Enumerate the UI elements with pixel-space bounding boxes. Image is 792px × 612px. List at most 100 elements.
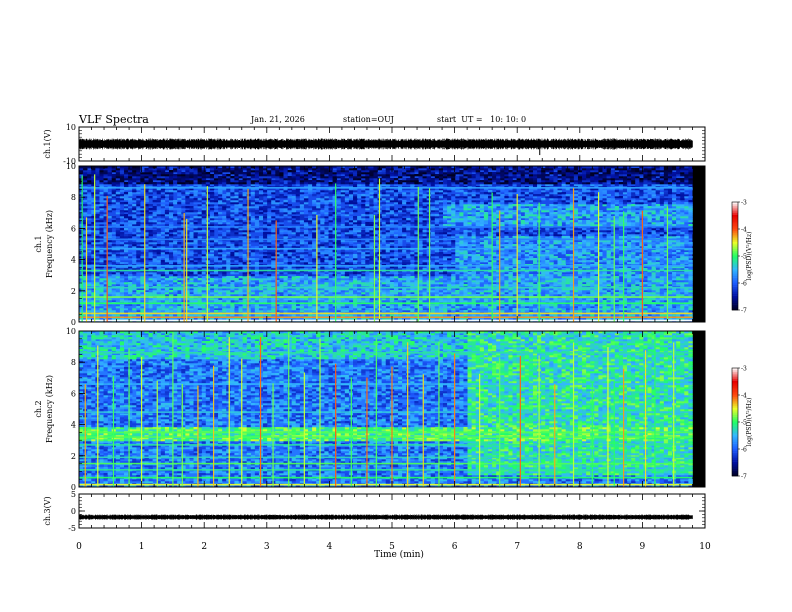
spectrogram-cell xyxy=(361,172,366,175)
spectrogram-cell xyxy=(393,174,399,177)
spectrogram-cell xyxy=(140,178,145,181)
spectrogram-cell xyxy=(267,276,272,279)
spectrogram-cell xyxy=(136,228,141,231)
spectrogram-cell xyxy=(111,284,117,287)
spectrogram-cell xyxy=(373,254,378,257)
spectrogram-cell xyxy=(128,198,133,201)
spectrogram-cell xyxy=(246,292,252,295)
spectrogram-cell xyxy=(222,258,227,261)
spectrogram-cell xyxy=(271,232,276,235)
spectrogram-cell xyxy=(201,290,207,293)
spectrogram-cell xyxy=(385,244,391,247)
spectrogram-cell xyxy=(291,232,297,235)
spectrogram-cell xyxy=(177,184,182,187)
spectrogram-cell xyxy=(365,172,370,175)
spectrogram-cell xyxy=(189,314,194,317)
spectrogram-cell xyxy=(357,232,362,235)
spectrogram-cell xyxy=(299,294,305,297)
spectrogram-cell xyxy=(128,306,133,309)
spectrogram-cell xyxy=(222,236,227,239)
spectrogram-cell xyxy=(279,206,284,209)
spectrogram-cell xyxy=(87,210,92,213)
spectrogram-cell xyxy=(369,202,374,205)
spectrogram-cell xyxy=(181,166,186,169)
spectrogram-cell xyxy=(234,176,239,179)
spectrogram-cell xyxy=(295,282,301,285)
spectrogram-cell xyxy=(115,184,121,187)
spectrogram-cell xyxy=(393,282,399,285)
spectrogram-cell xyxy=(295,228,301,231)
spectrogram-cell xyxy=(177,182,182,185)
spectrogram-cell xyxy=(381,288,387,291)
spectrogram-cell xyxy=(99,204,104,207)
spectrogram-cell xyxy=(128,242,133,245)
spectrogram-cell xyxy=(283,232,288,235)
spectrogram-cell xyxy=(181,222,186,225)
spectrogram-cell xyxy=(197,206,202,209)
spectrogram-cell xyxy=(222,232,227,235)
spectrogram-cell xyxy=(393,198,399,201)
spectrogram-cell xyxy=(168,290,174,293)
spectrogram-cell xyxy=(95,176,100,179)
spectrogram-cell xyxy=(353,200,358,203)
spectrogram-cell xyxy=(128,166,133,169)
spectrogram-cell xyxy=(246,266,252,269)
spectrogram-cell xyxy=(381,282,387,285)
spectrogram-cell xyxy=(201,260,207,263)
spectrogram-cell xyxy=(128,250,133,253)
spectrogram-cell xyxy=(258,284,264,287)
spectrogram-cell xyxy=(213,294,219,297)
spectrogram-cell xyxy=(348,292,354,295)
spectrogram-cell xyxy=(140,228,145,231)
spectrogram-cell xyxy=(218,252,223,255)
spectrogram-cell xyxy=(148,310,153,313)
spectrogram-cell xyxy=(205,278,211,281)
spectrogram-cell xyxy=(83,204,88,207)
spectrogram-cell xyxy=(336,292,342,295)
spectrogram-cell xyxy=(173,228,178,231)
spectrogram-cell xyxy=(353,268,358,271)
spectrogram-cell xyxy=(389,190,395,193)
spectrogram-cell xyxy=(189,198,194,201)
spectrogram-cell xyxy=(365,206,370,209)
spectrogram-cell xyxy=(197,298,202,301)
spectrogram-cell xyxy=(222,306,227,309)
spectrogram-cell xyxy=(258,292,264,295)
spectrogram-cell xyxy=(160,284,166,287)
spectrogram-cell xyxy=(357,298,362,301)
spectrogram-cell xyxy=(234,168,239,171)
spectrogram-cell xyxy=(348,252,354,255)
spectrogram-cell xyxy=(283,214,288,217)
spectrogram-cell xyxy=(132,258,137,261)
spectrogram-cell xyxy=(263,268,268,271)
spectrogram-cell xyxy=(103,294,108,297)
spectrogram-cell xyxy=(353,236,358,239)
spectrogram-cell xyxy=(246,314,252,317)
spectrogram-cell xyxy=(119,314,125,317)
spectrogram-cell xyxy=(209,300,215,303)
spectrogram-cell xyxy=(365,288,370,291)
spectrogram-cell xyxy=(119,202,125,205)
spectrogram-cell xyxy=(271,214,276,217)
spectrogram-cell xyxy=(107,176,113,179)
spectrogram-cell xyxy=(148,220,153,223)
spectrogram-cell xyxy=(119,172,125,175)
spectrogram-cell xyxy=(287,308,292,311)
spectrogram-cell xyxy=(193,222,198,225)
spectrogram-cell xyxy=(213,252,219,255)
spectrogram-cell xyxy=(177,260,182,263)
spectrogram-cell xyxy=(320,174,325,177)
spectrogram-cell xyxy=(185,258,190,261)
spectrogram-cell xyxy=(324,308,329,311)
spectrogram-cell xyxy=(115,234,121,237)
spectrogram-cell xyxy=(246,212,252,215)
spectrogram-cell xyxy=(267,198,272,201)
spectrogram-cell xyxy=(299,288,305,291)
spectrogram-cell xyxy=(91,254,96,257)
spectrogram-cell xyxy=(230,304,235,307)
spectrogram-cell xyxy=(267,256,272,259)
spectrogram-cell xyxy=(303,290,309,293)
spectrogram-cell xyxy=(303,236,309,239)
spectrogram-cell xyxy=(189,220,194,223)
spectrogram-cell xyxy=(303,212,309,215)
